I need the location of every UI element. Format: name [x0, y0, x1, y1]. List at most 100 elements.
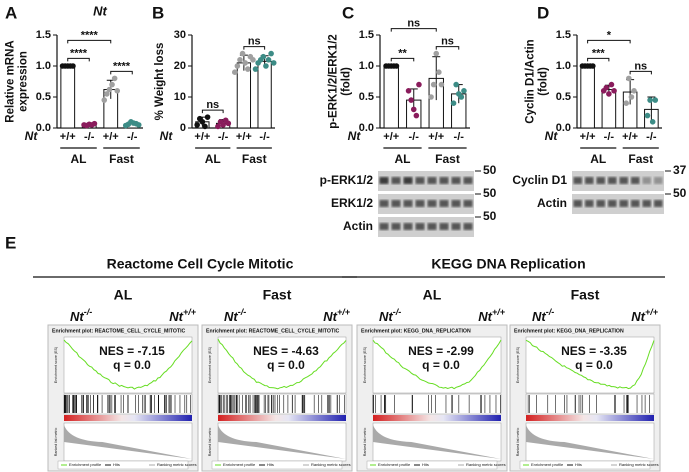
data-point — [647, 97, 653, 103]
legend-label: Ranking metric scores — [466, 462, 506, 467]
blot-band — [403, 223, 413, 230]
data-point — [450, 100, 457, 106]
data-point — [453, 81, 459, 88]
metric-axis-label: Ranked list metric — [516, 428, 520, 457]
plot-title: Enrichment plot: KEGG_DNA_REPLICATION — [514, 328, 624, 334]
y-axis-label: (fold) — [341, 67, 353, 96]
data-point — [106, 86, 113, 93]
data-point — [458, 94, 465, 100]
data-point — [408, 97, 414, 103]
data-point — [244, 66, 251, 72]
significance-label: **** — [81, 29, 99, 41]
y-tick-label: 0.0 — [556, 122, 571, 134]
blot-band — [596, 177, 605, 184]
x-tick-label: +/+ — [236, 131, 252, 143]
blot-band — [439, 223, 449, 230]
y-tick-label: 0.5 — [556, 91, 571, 103]
x-tick-label: +/+ — [194, 131, 210, 143]
blot-band — [415, 177, 425, 184]
blot-band — [585, 177, 594, 184]
genotype-right: Nt+/+ — [169, 307, 196, 324]
data-point — [199, 119, 206, 125]
blot-background — [378, 194, 474, 214]
hits-area — [525, 393, 655, 415]
blot-band — [403, 200, 413, 207]
data-point — [242, 60, 248, 66]
significance-label: *** — [592, 47, 606, 59]
genotype-left: Nt-/- — [70, 307, 92, 324]
data-point — [603, 84, 610, 91]
genotype-sup: -/- — [393, 307, 402, 317]
significance-label: ns — [634, 60, 647, 72]
data-point — [263, 63, 269, 69]
blot-band — [427, 200, 437, 207]
data-point — [194, 122, 200, 128]
legend-label: Hits — [267, 462, 274, 467]
plot-title: Enrichment plot: REACTOME_CELL_CYCLE_MIT… — [206, 328, 340, 334]
blot-band — [439, 200, 449, 207]
y-tick-label: 0.5 — [359, 91, 374, 103]
blot-band — [415, 200, 425, 207]
legend-box — [211, 460, 343, 470]
data-point — [644, 112, 651, 119]
x-tick-label: +/+ — [428, 131, 444, 143]
data-point — [631, 88, 637, 94]
significance-bracket — [201, 109, 224, 114]
marker-label: 50 — [483, 186, 497, 200]
blot-band — [451, 223, 461, 230]
blot-row-label: ERK1/2 — [331, 196, 373, 210]
data-point — [111, 75, 118, 82]
nes-label: NES = -7.15 — [99, 344, 165, 358]
significance-bracket — [67, 57, 90, 62]
blot-band — [654, 177, 663, 184]
x-tick-label: -/- — [454, 131, 465, 143]
nes-label: NES = -4.63 — [253, 344, 319, 358]
y-axis-label: % Weight loss — [154, 43, 166, 121]
significance-label: **** — [113, 60, 131, 72]
blot-background — [378, 217, 474, 237]
es-area — [372, 336, 502, 394]
legend-label: Enrichment profile — [378, 462, 411, 467]
blot-band — [573, 200, 582, 207]
data-point — [428, 94, 434, 100]
significance-label: ns — [206, 99, 219, 111]
data-point — [101, 97, 108, 103]
panel-label: E — [5, 233, 16, 252]
y-tick-label: 1.0 — [556, 60, 571, 72]
bar — [580, 65, 595, 129]
blot-band — [463, 223, 473, 230]
y-tick-label: 0.0 — [359, 122, 374, 134]
metric-shape — [373, 425, 501, 459]
data-point — [436, 69, 442, 75]
es-axis-label: Enrichment score (ES) — [516, 347, 520, 383]
x-tick-label: +/+ — [103, 131, 119, 143]
genotype-sup: -/- — [238, 307, 247, 317]
y-axis-label: (fold) — [538, 67, 550, 96]
blot-band — [642, 200, 651, 207]
genotype-right: Nt+/+ — [323, 307, 350, 324]
data-point — [623, 100, 630, 106]
legend-label: Ranking metric scores — [619, 462, 659, 467]
blot-band — [585, 200, 594, 207]
legend-box — [366, 460, 498, 470]
data-point — [652, 97, 659, 103]
genotype: Nt — [379, 309, 393, 324]
x-tick-label: -/- — [84, 131, 95, 143]
x-tick-label: +/+ — [580, 131, 596, 143]
row-label: Nt — [545, 129, 559, 143]
genotype-left: Nt-/- — [379, 307, 401, 324]
plot-title: Enrichment plot: REACTOME_CELL_CYCLE_MIT… — [52, 328, 186, 334]
panel-label: C — [342, 3, 354, 22]
data-point — [628, 94, 635, 100]
y-tick-label: 1.5 — [36, 29, 51, 41]
q-label: q = 0.0 — [575, 358, 613, 372]
nes-label: NES = -3.35 — [561, 344, 627, 358]
data-point — [611, 88, 617, 94]
metric-shape — [64, 425, 192, 459]
data-point — [413, 112, 420, 119]
q-label: q = 0.0 — [267, 358, 305, 372]
x-tick-label: +/+ — [622, 131, 638, 143]
condition-label: AL — [423, 287, 442, 303]
legend-label: Hits — [113, 462, 120, 467]
